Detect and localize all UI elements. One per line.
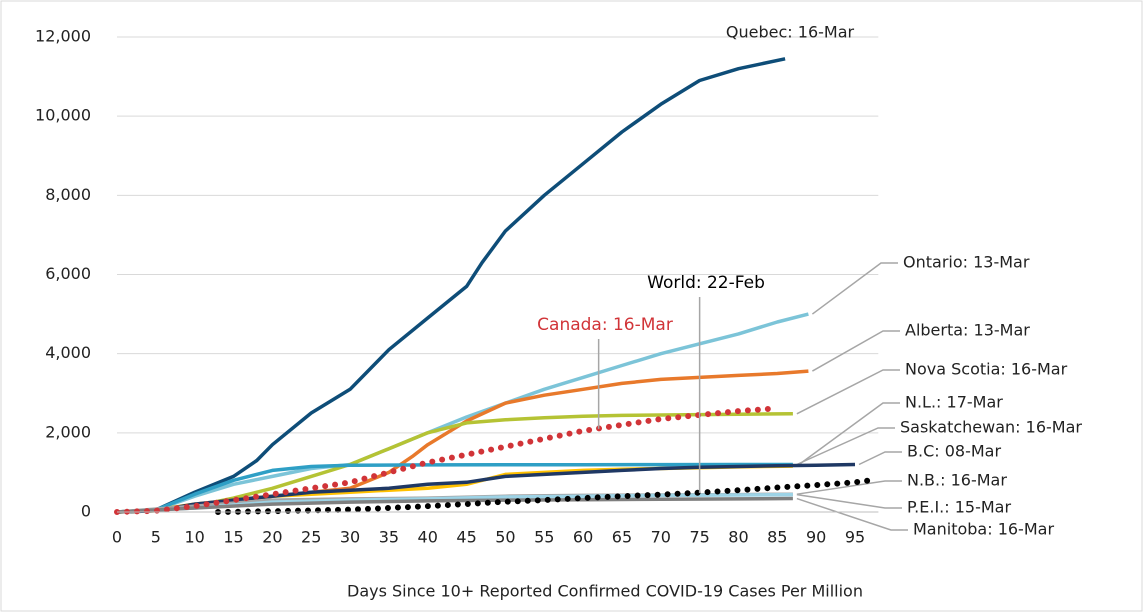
x-tick-label: 60 (573, 528, 593, 547)
line (116, 462, 856, 514)
series-label: Saskatchewan: 16-Mar (900, 418, 1082, 437)
x-tick-label: 85 (767, 528, 787, 547)
y-tick-label: 10,000 (35, 106, 91, 125)
x-tick-label: 15 (223, 528, 243, 547)
line (116, 57, 786, 514)
leader-line (796, 480, 902, 495)
series-label: Alberta: 13-Mar (905, 321, 1030, 340)
series-label: Quebec: 16-Mar (726, 23, 855, 42)
x-tick-label: 80 (728, 528, 748, 547)
line (116, 462, 793, 514)
x-tick-label: 75 (689, 528, 709, 547)
x-tick-label: 95 (845, 528, 865, 547)
x-tick-label: 55 (534, 528, 554, 547)
y-tick-label: 4,000 (45, 343, 91, 362)
y-tick-label: 6,000 (45, 264, 91, 283)
leader-line (812, 330, 900, 372)
leader-line (796, 493, 902, 509)
leader-line (858, 451, 902, 466)
series-label: Canada: 16-Mar (537, 315, 673, 335)
series-label: Nova Scotia: 16-Mar (905, 360, 1068, 379)
series-label: P.E.I.: 15-Mar (907, 498, 1011, 517)
dotted-line (114, 405, 781, 515)
y-tick-label: 0 (81, 502, 91, 521)
x-tick-label: 10 (185, 528, 205, 547)
x-tick-label: 20 (262, 528, 282, 547)
x-tick-label: 5 (151, 528, 161, 547)
leader-line (796, 427, 895, 466)
x-tick-label: 65 (612, 528, 632, 547)
leader-line (796, 402, 900, 467)
series-label: B.C: 08-Mar (907, 442, 1001, 461)
series-label: Manitoba: 16-Mar (913, 520, 1054, 539)
x-tick-label: 35 (379, 528, 399, 547)
y-tick-label: 2,000 (45, 422, 91, 441)
x-tick-label: 30 (340, 528, 360, 547)
x-tick-label: 25 (301, 528, 321, 547)
x-tick-label: 40 (418, 528, 438, 547)
series-label: World: 22-Feb (647, 273, 765, 293)
y-tick-label: 12,000 (35, 27, 91, 46)
series-label: N.L.: 17-Mar (905, 393, 1003, 412)
leader-line (811, 262, 898, 315)
y-tick-label: 8,000 (45, 185, 91, 204)
x-tick-label: 50 (495, 528, 515, 547)
leader-line (796, 497, 908, 531)
x-tick-label: 90 (806, 528, 826, 547)
x-tick-label: 70 (651, 528, 671, 547)
series-label: N.B.: 16-Mar (907, 471, 1007, 490)
x-tick-label: 45 (456, 528, 476, 547)
series-label: Ontario: 13-Mar (903, 253, 1030, 272)
x-tick-label: 0 (112, 528, 122, 547)
x-axis-label: Days Since 10+ Reported Confirmed COVID-… (347, 582, 863, 601)
leader-line (796, 369, 900, 415)
line (116, 496, 793, 514)
